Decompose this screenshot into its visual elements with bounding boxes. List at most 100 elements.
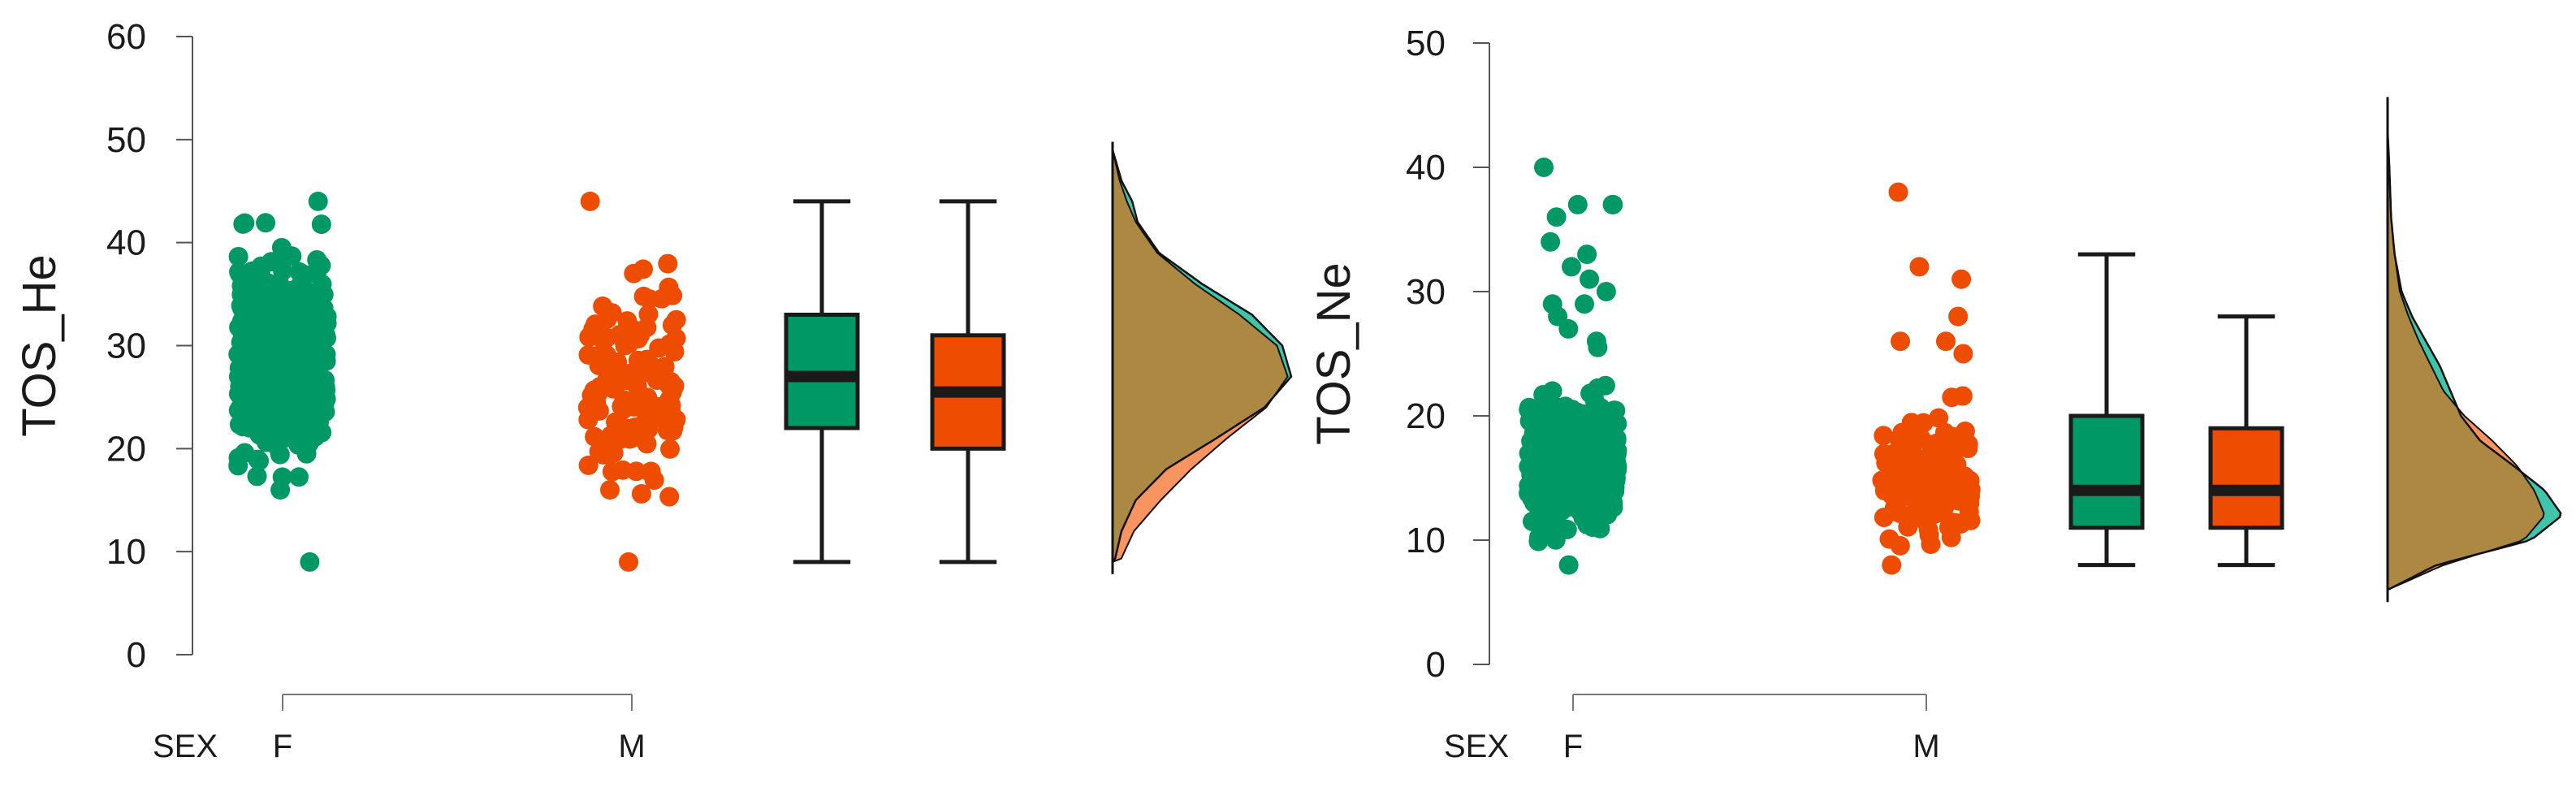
box-iqr — [2068, 413, 2145, 530]
data-point — [1562, 257, 1581, 277]
data-point — [252, 296, 271, 317]
data-point — [1888, 182, 1908, 202]
data-point — [659, 487, 680, 507]
y-tick-label: 40 — [1406, 148, 1446, 188]
data-point — [1929, 408, 1949, 428]
x-tick-label-f: F — [1563, 729, 1583, 764]
data-point — [590, 377, 610, 396]
data-point — [247, 466, 267, 487]
points-m — [1872, 182, 1981, 575]
data-point — [1941, 527, 1961, 547]
data-point — [1874, 426, 1894, 446]
data-point — [300, 387, 320, 407]
density-clouds — [1111, 141, 1293, 574]
data-point — [266, 353, 286, 373]
data-point — [658, 253, 678, 274]
data-point — [303, 305, 323, 326]
data-point — [256, 272, 276, 292]
data-point — [1909, 257, 1930, 277]
data-point — [626, 461, 646, 482]
x-tick-label-m: M — [1913, 729, 1939, 764]
data-point — [1938, 487, 1958, 508]
data-point — [1948, 306, 1969, 327]
data-point — [1603, 194, 1623, 214]
data-point — [1541, 231, 1561, 252]
y-tick-label: 20 — [106, 429, 146, 469]
data-point — [289, 276, 309, 296]
data-point — [311, 214, 331, 235]
boxplot-m — [2208, 314, 2284, 568]
density-outline-m — [2387, 105, 2545, 591]
data-point — [307, 250, 327, 270]
data-point — [663, 421, 683, 441]
data-point — [1921, 435, 1941, 455]
data-point — [278, 385, 298, 405]
data-point — [1547, 498, 1567, 518]
data-point — [663, 285, 683, 305]
data-point — [1903, 488, 1923, 508]
data-point — [1918, 520, 1938, 540]
y-tick-label: 30 — [1406, 272, 1446, 312]
data-point — [1586, 331, 1606, 352]
data-point — [1947, 454, 1967, 474]
boxplot-m — [930, 199, 1006, 565]
data-point — [580, 191, 600, 211]
data-point — [1519, 456, 1539, 477]
data-point — [641, 355, 660, 375]
data-point — [598, 433, 618, 452]
data-point — [255, 415, 275, 435]
data-point — [1882, 555, 1902, 575]
data-point — [1886, 458, 1905, 478]
data-point — [1953, 344, 1973, 364]
data-point — [593, 330, 612, 349]
data-point — [1956, 485, 1977, 505]
data-point — [660, 439, 680, 459]
data-point — [1958, 434, 1978, 454]
points-f — [1519, 158, 1627, 575]
data-point — [286, 357, 306, 377]
data-point — [633, 259, 653, 279]
data-point — [589, 400, 609, 421]
points-f — [228, 191, 337, 572]
data-point — [1585, 487, 1606, 508]
data-point — [278, 331, 298, 352]
data-point — [600, 480, 620, 500]
panel-tos-he: 0 10 20 30 40 50 60 TOS_He F M SEX — [13, 17, 1293, 764]
y-tick-label: 60 — [106, 17, 146, 57]
data-point — [655, 357, 675, 377]
data-point — [268, 253, 288, 273]
data-point — [228, 344, 249, 365]
data-point — [1934, 422, 1955, 443]
data-point — [308, 191, 328, 211]
data-point — [272, 467, 292, 487]
data-point — [666, 328, 686, 348]
data-point — [656, 404, 676, 425]
data-point — [1951, 269, 1972, 289]
data-point — [233, 214, 253, 234]
data-point — [629, 383, 649, 404]
data-point — [612, 396, 632, 417]
data-point — [289, 262, 309, 282]
data-point — [1879, 529, 1900, 549]
data-point — [1901, 413, 1921, 433]
data-point — [1588, 465, 1609, 485]
data-point — [231, 388, 252, 409]
data-point — [617, 418, 638, 439]
data-point — [1874, 443, 1894, 464]
data-point — [305, 426, 326, 447]
data-point — [257, 432, 276, 452]
density-overlap — [2388, 105, 2544, 591]
data-point — [1557, 463, 1577, 483]
data-point — [315, 402, 335, 422]
y-tick-label: 10 — [106, 532, 146, 572]
data-point — [248, 449, 268, 469]
y-axis-title: TOS_Ne — [1307, 262, 1360, 445]
data-point — [256, 213, 276, 233]
data-point — [578, 455, 599, 475]
data-point — [228, 247, 249, 266]
points-m — [577, 191, 686, 572]
y-tick-label: 50 — [1406, 24, 1446, 63]
data-point — [1580, 269, 1600, 289]
x-tick-label-m: M — [618, 729, 645, 764]
data-point — [1545, 530, 1566, 550]
